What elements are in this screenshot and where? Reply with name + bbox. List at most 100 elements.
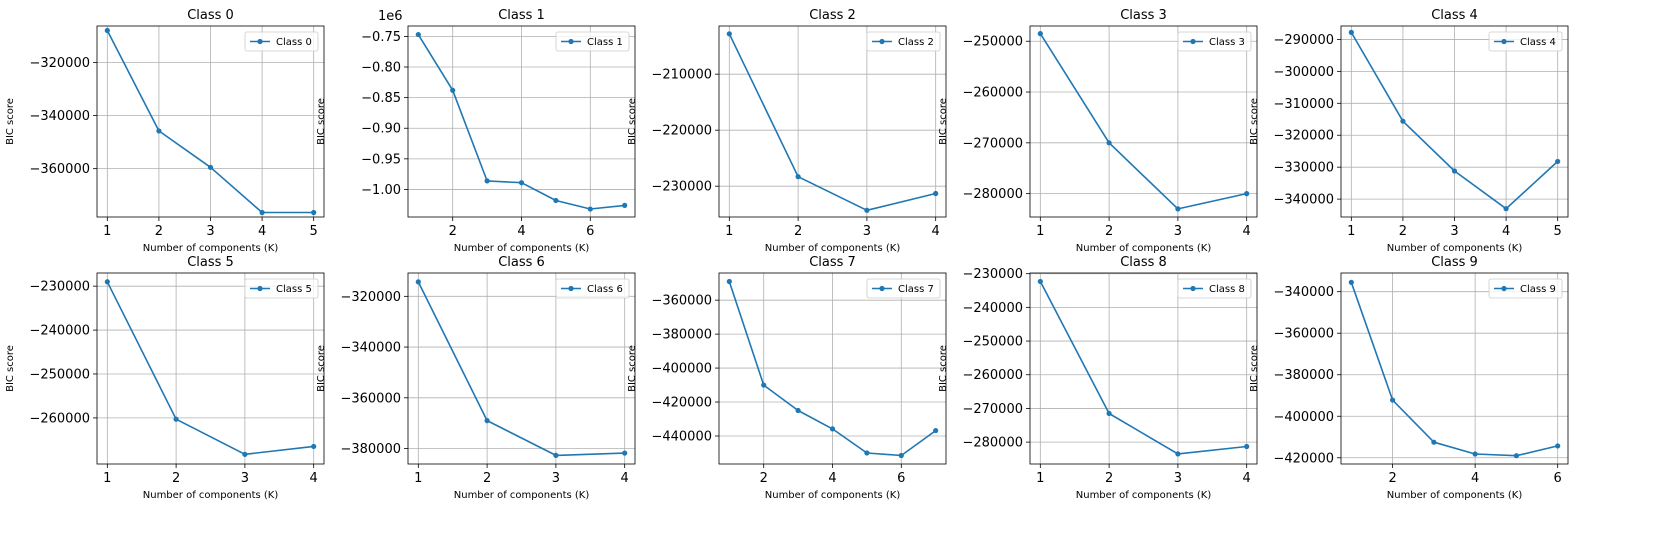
legend-frame xyxy=(1488,31,1563,52)
x-tick-label: 1 xyxy=(725,224,733,239)
axes-frame xyxy=(1340,25,1569,218)
series-line xyxy=(417,281,625,457)
legend: Class 1 xyxy=(555,31,630,52)
y-tick-label: −270000 xyxy=(962,136,1023,151)
legend-marker-swatch xyxy=(257,285,263,292)
data-point xyxy=(1244,191,1250,197)
legend-frame xyxy=(1488,278,1563,299)
y-tick-label: −360000 xyxy=(1273,327,1334,342)
y-tick-label: −380000 xyxy=(651,328,712,343)
data-point xyxy=(1503,206,1509,212)
x-tick-label: 4 xyxy=(258,224,266,239)
y-tick-label: −380000 xyxy=(340,442,401,457)
y-tick-label: −260000 xyxy=(962,86,1023,101)
y-tick-label: −220000 xyxy=(651,124,712,139)
subplot-title: Class 0 xyxy=(187,8,234,23)
legend: Class 7 xyxy=(866,278,941,299)
legend-frame xyxy=(1177,278,1252,299)
y-axis-label: BIC score xyxy=(316,345,327,392)
subplot-class-2: 1 2 3 4 −210000 −220000 −230000 Class 2 Number o… xyxy=(627,8,947,254)
y-tick-label: −0.75 xyxy=(361,30,401,45)
axes-frame xyxy=(1340,272,1569,465)
y-tick-label: −380000 xyxy=(1273,368,1334,383)
y-tick-label: −330000 xyxy=(1273,161,1334,176)
x-tick-label: 1 xyxy=(1036,471,1044,486)
data-point xyxy=(1106,140,1112,146)
subplot-class-5: 1 2 3 4 −230000 −240000 −250000 −260000 Class 5 N… xyxy=(5,255,325,501)
y-tick-label: −280000 xyxy=(962,187,1023,202)
data-point xyxy=(1106,410,1112,417)
y-tick-label: −360000 xyxy=(29,162,90,177)
data-point xyxy=(829,426,836,432)
y-axis-label: BIC score xyxy=(627,98,638,145)
y-tick-label: −400000 xyxy=(651,362,712,377)
y-axis-label: BIC score xyxy=(938,345,949,392)
x-tick-label: 2 xyxy=(794,224,802,239)
y-axis-label: BIC score xyxy=(5,98,16,145)
data-point xyxy=(242,451,248,457)
legend-marker-swatch xyxy=(1190,285,1196,292)
y-tick-label: −340000 xyxy=(1273,193,1334,208)
x-tick-label: 2 xyxy=(1105,224,1113,239)
legend: Class 5 xyxy=(244,278,319,299)
axes-frame xyxy=(718,25,947,218)
x-tick-label: 1 xyxy=(103,471,111,486)
subplot-title: Class 8 xyxy=(1120,255,1167,270)
x-tick-label: 2 xyxy=(155,224,163,239)
data-point xyxy=(864,450,870,456)
x-tick-label: 2 xyxy=(760,471,768,486)
y-tick-label: −0.85 xyxy=(361,91,401,106)
x-tick-label: 3 xyxy=(863,224,871,239)
x-axis-label: Number of components (K) xyxy=(454,243,590,254)
x-tick-label: 4 xyxy=(828,471,836,486)
legend: Class 8 xyxy=(1177,278,1252,299)
y-tick-label: −260000 xyxy=(29,411,90,426)
data-point xyxy=(311,209,317,216)
legend-marker-swatch xyxy=(1190,38,1196,45)
x-tick-label: 2 xyxy=(172,471,180,486)
legend-label: Class 3 xyxy=(1209,37,1245,48)
subplot-title: Class 6 xyxy=(498,255,545,270)
y-axis-label: BIC score xyxy=(5,345,16,392)
data-point xyxy=(156,128,162,134)
x-tick-label: 1 xyxy=(103,224,111,239)
data-point xyxy=(518,180,525,186)
series-line xyxy=(728,33,936,212)
data-point xyxy=(104,279,110,285)
data-point xyxy=(1431,439,1437,445)
x-tick-label: 4 xyxy=(1471,471,1479,486)
x-tick-label: 6 xyxy=(897,471,905,486)
y-tick-label: −320000 xyxy=(29,56,90,71)
y-tick-label: −360000 xyxy=(340,391,401,406)
x-tick-label: 2 xyxy=(449,224,457,239)
data-point xyxy=(311,443,317,450)
x-tick-label: 3 xyxy=(552,471,560,486)
y-tick-label: −260000 xyxy=(962,368,1023,383)
y-tick-label: −250000 xyxy=(962,35,1023,50)
series-line xyxy=(1039,281,1247,455)
legend: Class 0 xyxy=(244,31,319,52)
y-tick-label: −240000 xyxy=(962,301,1023,316)
subplot-title: Class 2 xyxy=(809,8,856,23)
data-point xyxy=(933,190,939,197)
y-tick-label: −320000 xyxy=(1273,129,1334,144)
subplot-title: Class 3 xyxy=(1120,8,1167,23)
axes-frame xyxy=(407,25,636,218)
y-tick-label: −290000 xyxy=(1273,33,1334,48)
legend-marker-swatch xyxy=(879,285,885,292)
axes-frame xyxy=(96,25,325,218)
x-axis-label: Number of components (K) xyxy=(143,243,279,254)
data-point xyxy=(864,207,870,213)
y-axis-label: BIC score xyxy=(1249,98,1260,145)
legend-frame xyxy=(866,278,941,299)
x-tick-label: 1 xyxy=(414,471,422,486)
data-point xyxy=(553,452,559,458)
y-tick-label: −400000 xyxy=(1273,410,1334,425)
legend-frame xyxy=(555,278,630,299)
legend-marker-swatch xyxy=(879,38,885,45)
data-point xyxy=(726,31,732,37)
y-axis-label: BIC score xyxy=(938,98,949,145)
legend-frame xyxy=(555,31,630,52)
x-tick-label: 1 xyxy=(1347,224,1355,239)
legend-frame xyxy=(866,31,941,52)
